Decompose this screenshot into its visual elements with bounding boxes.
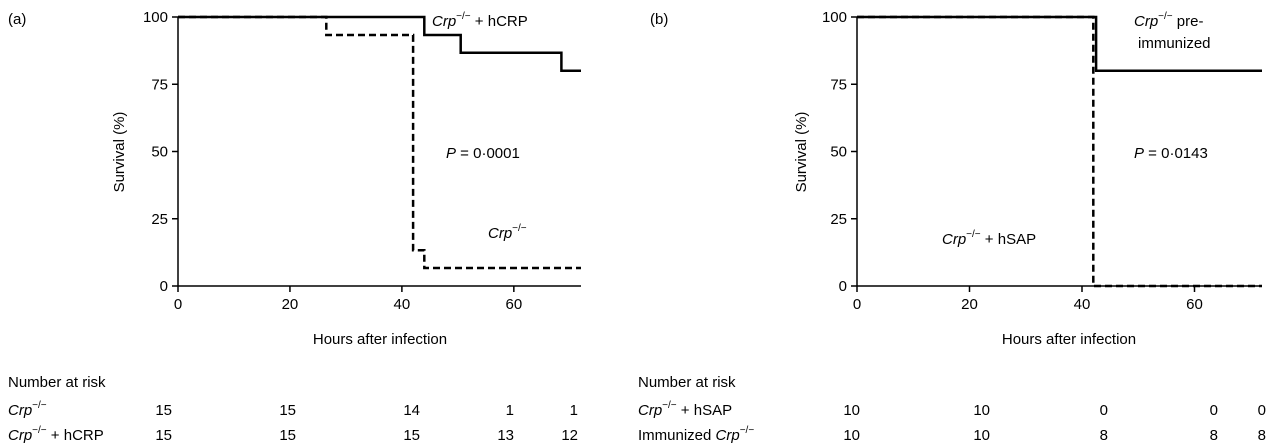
- panel-b-y-tick-label: 25: [830, 211, 847, 228]
- panel-a-risk-row-1-label: Crp−/−: [8, 400, 47, 419]
- panel-b-p-value: P = 0·0143: [1134, 145, 1208, 162]
- panel-b-x-tick-label: 20: [961, 296, 978, 313]
- panel-a-x-tick-label: 20: [282, 296, 299, 313]
- panel-a-y-axis-title: Survival (%): [111, 112, 128, 193]
- panel-a-y-tick-label: 25: [151, 211, 168, 228]
- panel-b-y-tick-label: 75: [830, 76, 847, 93]
- risk-value: 0: [1210, 402, 1218, 419]
- risk-value: 15: [155, 402, 172, 419]
- panel-b-risk-values: 10 10 0 0 0 10 10 8 8 8: [843, 402, 1266, 443]
- risk-value: 10: [843, 402, 860, 419]
- panel-a-x-tick-label: 60: [505, 296, 522, 313]
- risk-value: 14: [403, 402, 420, 419]
- risk-value: 8: [1258, 427, 1266, 443]
- risk-value: 1: [506, 402, 514, 419]
- panel-a-p-value: P = 0·0001: [446, 145, 520, 162]
- panel-b-label: (b): [650, 11, 668, 28]
- risk-value: 15: [403, 427, 420, 443]
- panel-a-risk-title: Number at risk: [8, 374, 106, 391]
- risk-value: 10: [843, 427, 860, 443]
- risk-value: 10: [973, 427, 990, 443]
- panel-b-x-tick-label: 60: [1186, 296, 1203, 313]
- risk-value: 0: [1258, 402, 1266, 419]
- panel-b-risk-row-1-label: Crp−/− + hSAP: [638, 400, 732, 419]
- panel-b-x-axis-title: Hours after infection: [1002, 331, 1136, 348]
- panel-b-x-tick-label: 0: [853, 296, 861, 313]
- risk-value: 15: [279, 427, 296, 443]
- risk-value: 15: [155, 427, 172, 443]
- panel-a-y-tick-label: 50: [151, 144, 168, 161]
- panel-b-preimmunized-label-line2: immunized: [1138, 35, 1211, 52]
- panel-b-series-dashed-curve: [857, 15, 1262, 288]
- panel-b-y-tick-label: 50: [830, 144, 847, 161]
- panel-a-risk-values: 15 15 14 1 1 15 15 15 13 12: [155, 402, 578, 443]
- panel-a: (a) 0 25 50 75 100 0 20 40 60 Survival (%) Hours…: [8, 9, 581, 443]
- panel-a-y-tick-label: 100: [143, 9, 168, 26]
- panel-a-crp-label: Crp−/−: [488, 223, 527, 242]
- panel-a-series-solid-curve: [178, 15, 581, 73]
- panel-a-plot-area: 0 25 50 75 100 0 20 40 60: [143, 9, 581, 313]
- panel-b-risk-row-2-label: Immunized Crp−/−: [638, 425, 754, 443]
- risk-value: 8: [1100, 427, 1108, 443]
- risk-value: 12: [561, 427, 578, 443]
- panel-a-label: (a): [8, 11, 26, 28]
- panel-a-x-axis-title: Hours after infection: [313, 331, 447, 348]
- panel-b-y-axis-title: Survival (%): [793, 112, 810, 193]
- risk-value: 15: [279, 402, 296, 419]
- panel-b-y-tick-label: 100: [822, 9, 847, 26]
- panel-b-series-solid-curve: [857, 15, 1262, 73]
- panel-a-risk-row-2-label: Crp−/− + hCRP: [8, 425, 104, 443]
- panel-b-risk-title: Number at risk: [638, 374, 736, 391]
- risk-value: 8: [1210, 427, 1218, 443]
- risk-value: 0: [1100, 402, 1108, 419]
- panel-b-hsap-label: Crp−/− + hSAP: [942, 229, 1036, 248]
- panel-a-x-tick-label: 40: [394, 296, 411, 313]
- panel-a-y-tick-label: 0: [160, 278, 168, 295]
- risk-value: 13: [497, 427, 514, 443]
- panel-a-y-tick-label: 75: [151, 76, 168, 93]
- panel-b-plot-area: 0 25 50 75 100 0 20 40 60: [822, 9, 1262, 313]
- risk-value: 10: [973, 402, 990, 419]
- panel-b-y-tick-label: 0: [839, 278, 847, 295]
- panel-a-hcrp-label: Crp−/− + hCRP: [432, 11, 528, 30]
- risk-value: 1: [570, 402, 578, 419]
- panel-a-x-tick-label: 0: [174, 296, 182, 313]
- panel-b-x-tick-label: 40: [1074, 296, 1091, 313]
- panel-b-preimmunized-label-line1: Crp−/− pre-: [1134, 11, 1203, 30]
